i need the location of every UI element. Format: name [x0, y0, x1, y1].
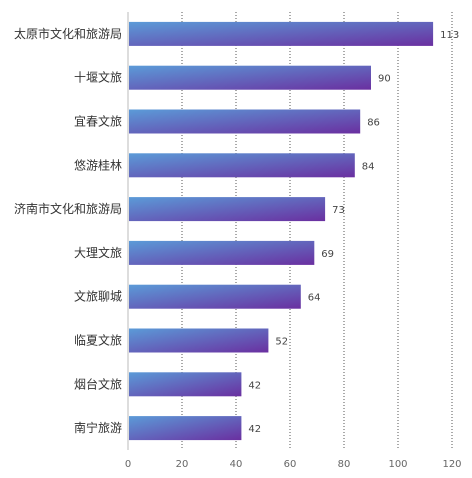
bar: [129, 240, 315, 265]
category-label: 宜春文旅: [74, 114, 122, 129]
x-tick-label: 20: [176, 459, 189, 470]
bar: [129, 284, 301, 309]
bar: [129, 328, 269, 353]
x-tick-label: 80: [338, 459, 351, 470]
value-label: 73: [332, 205, 345, 216]
category-label: 悠游桂林: [74, 157, 122, 172]
value-label: 84: [362, 161, 375, 172]
x-tick-label: 60: [284, 459, 297, 470]
category-label: 临夏文旅: [74, 333, 122, 348]
bar: [129, 109, 361, 134]
x-tick-label: 40: [230, 459, 243, 470]
value-label: 52: [275, 337, 288, 348]
bar: [129, 416, 242, 441]
category-label: 大理文旅: [74, 245, 122, 260]
grid-layer: [127, 12, 453, 450]
bar-layer: [129, 21, 434, 441]
value-label: 42: [248, 380, 261, 391]
value-label: 86: [367, 118, 380, 129]
bar: [129, 153, 355, 178]
bar: [129, 65, 371, 90]
x-tick-label: 100: [388, 459, 407, 470]
category-label: 南宁旅游: [74, 420, 122, 435]
x-tick-label: 120: [442, 459, 461, 470]
value-label: 42: [248, 424, 261, 435]
bar: [129, 372, 242, 397]
bar: [129, 197, 326, 222]
x-tick-label: 0: [125, 459, 131, 470]
bar: [129, 21, 434, 46]
value-label: 90: [378, 74, 391, 85]
category-label: 太原市文化和旅游局: [14, 26, 122, 41]
value-label: 113: [440, 30, 459, 41]
label-layer: 0 20 40 60 80 100 120 太原市文化和旅游局 113 十堰文旅 90 宜春文旅 86 悠…: [14, 26, 462, 470]
value-label: 69: [321, 249, 334, 260]
category-label: 烟台文旅: [74, 376, 122, 391]
category-label: 文旅聊城: [74, 289, 122, 304]
category-label: 济南市文化和旅游局: [14, 201, 122, 216]
category-label: 十堰文旅: [74, 70, 122, 85]
value-label: 64: [308, 293, 321, 304]
